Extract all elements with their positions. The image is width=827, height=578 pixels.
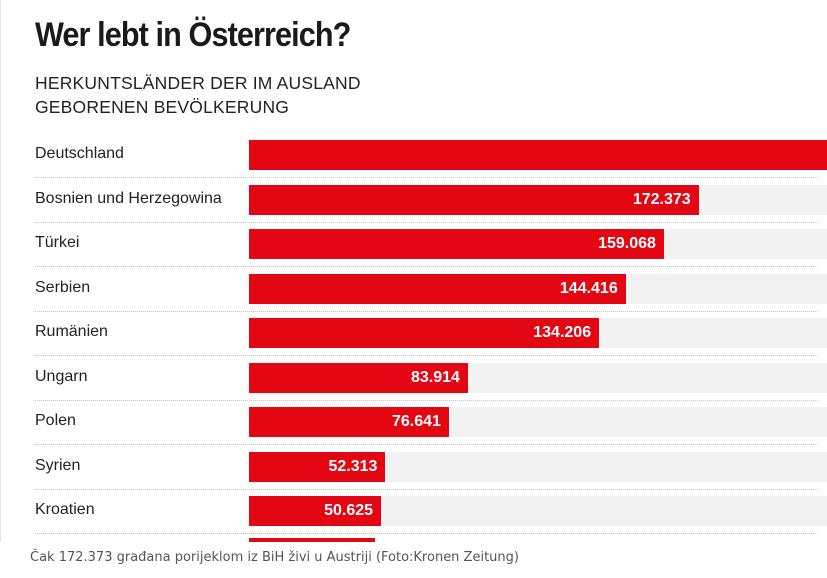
bar — [249, 496, 382, 526]
bar — [249, 184, 699, 215]
category-label: Türkei — [35, 234, 80, 251]
row-divider — [35, 533, 818, 534]
bar-value-label — [249, 140, 827, 170]
category-label: Ungarn — [35, 367, 88, 385]
bar — [249, 140, 827, 170]
bar-row: Ungarn 83.914 — [35, 357, 827, 401]
bar-row: Serbien 144.416 — [35, 268, 827, 312]
category-label: Kroatien — [35, 501, 95, 518]
row-divider — [35, 221, 818, 223]
bar-row: Rumänien 134.206 — [35, 312, 827, 356]
bar-row: Bosnien und Herzegowina 172.373 — [35, 179, 827, 223]
bar — [249, 451, 386, 482]
bar-value-label: 172.373 — [632, 190, 691, 208]
category-label: Bosnien und Herzegowina — [35, 189, 222, 207]
chart-title: Wer lebt in Österreich? — [35, 16, 351, 54]
bar-value-label: 159.068 — [598, 235, 656, 252]
bar — [249, 318, 600, 348]
category-label: Polen — [35, 412, 76, 429]
row-divider — [35, 444, 818, 445]
bar — [249, 362, 468, 393]
bar-row: Türkei 159.068 — [35, 223, 827, 267]
row-divider — [35, 177, 818, 178]
bar-value-label: 134.206 — [533, 324, 592, 341]
bar-value-label: 144.416 — [559, 279, 618, 297]
photo-caption: Čak 172.373 građana porijeklom iz BiH ži… — [30, 550, 519, 565]
bar-cut-off — [249, 538, 375, 542]
row-divider — [35, 488, 818, 490]
bar-value-label: 83.914 — [410, 368, 460, 386]
bar — [249, 229, 664, 259]
bar — [249, 407, 449, 437]
category-label: Deutschland — [35, 145, 124, 162]
bar-value-label: 52.313 — [328, 457, 378, 475]
row-divider — [35, 355, 818, 356]
bar-row: Polen 76.641 — [35, 401, 827, 445]
row-divider — [35, 266, 818, 267]
bar-row: Deutschland — [35, 134, 827, 178]
bar-value-label: 76.641 — [391, 413, 441, 430]
category-label: Rumänien — [35, 323, 108, 340]
chart: Wer lebt in Österreich? Herkuntsländer d… — [0, 0, 827, 542]
bar-value-label: 50.625 — [324, 502, 374, 519]
bar-row: Syrien 52.313 — [35, 446, 827, 490]
category-label: Syrien — [35, 456, 81, 474]
row-divider — [35, 399, 818, 401]
bar — [249, 273, 626, 304]
row-divider — [35, 310, 818, 312]
bar-row: Kroatien 50.625 — [35, 490, 827, 534]
category-label: Serbien — [35, 278, 91, 296]
chart-subtitle: Herkuntsländer der im Ausland geborenen … — [35, 73, 361, 117]
